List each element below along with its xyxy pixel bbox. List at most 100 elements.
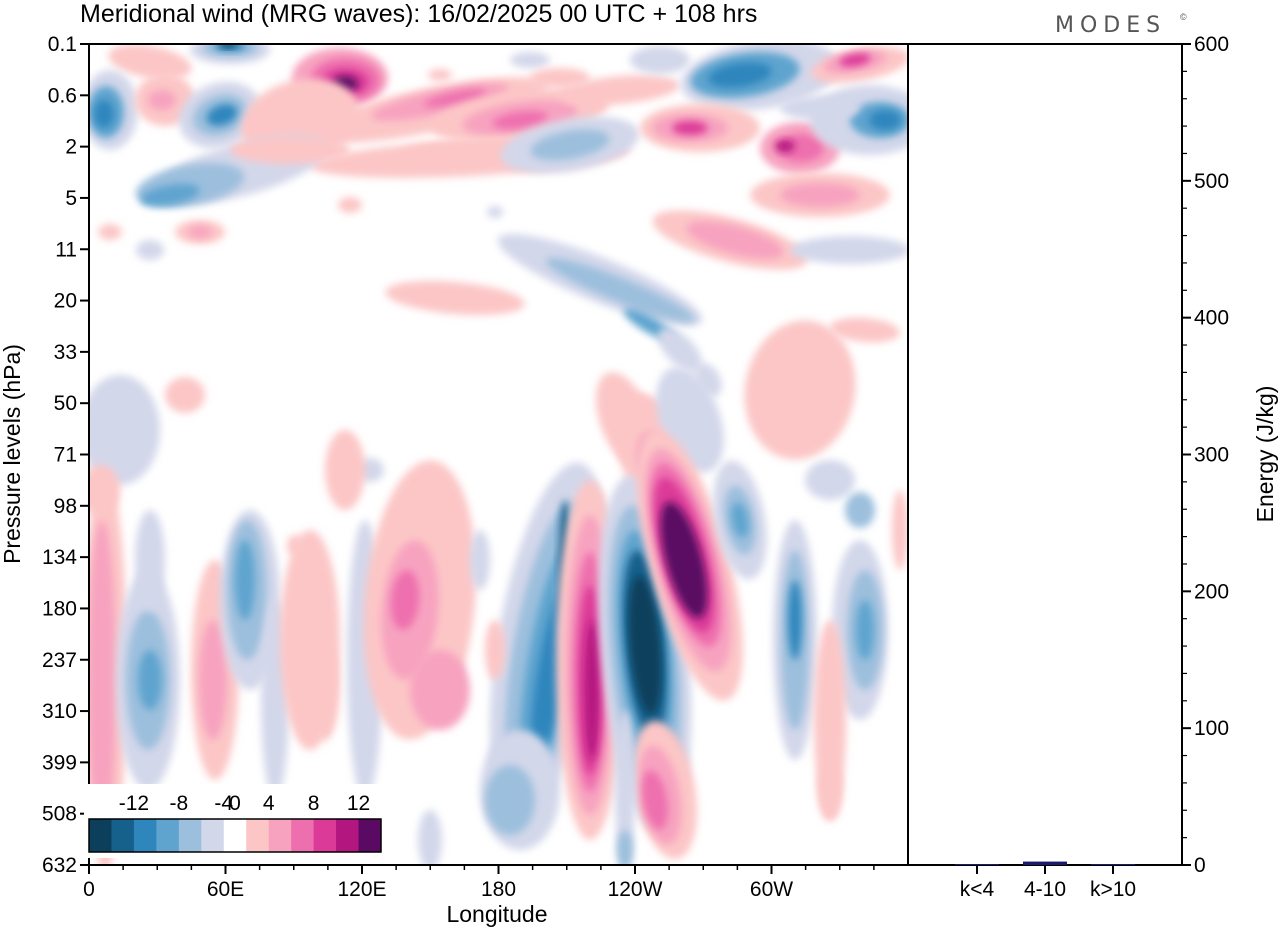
contour-region [805, 460, 855, 500]
contour-region [744, 320, 856, 460]
contour-region [708, 62, 772, 88]
colorbar-label: 4 [263, 792, 275, 815]
energy-tick-label: 400 [1194, 307, 1229, 330]
energy-tick-label: 200 [1194, 580, 1229, 603]
colorbar-swatch [336, 819, 360, 852]
contour-region [423, 89, 487, 107]
y-tick-label: 632 [42, 854, 77, 877]
colorbar-swatch [201, 819, 225, 852]
energy-categories: k<4 4-10 k>10 [960, 865, 1136, 901]
energy-bar [955, 864, 999, 865]
y-tick-label: 0.1 [48, 33, 77, 56]
contour-region [545, 258, 695, 322]
contour-region [585, 620, 599, 760]
colorbar-label: -8 [170, 792, 189, 815]
y-tick-label: 310 [42, 700, 77, 723]
contour-region [487, 206, 503, 218]
contour-region [845, 492, 875, 528]
energy-tick-label: 300 [1194, 444, 1229, 467]
contour-region [311, 640, 339, 740]
y-tick-label: 98 [54, 495, 77, 518]
contour-region [830, 317, 900, 343]
y-axis: 0.1 0.6 2 5 11 20 33 50 71 98 134 180 237 310 399 508 63… [42, 33, 89, 877]
modes-logo: MODES [1055, 13, 1166, 38]
colorbar-swatch [246, 819, 270, 852]
y-axis-label: Pressure levels (hPa) [0, 344, 25, 564]
contour-region [89, 520, 116, 840]
energy-tick-label: 100 [1194, 717, 1229, 740]
colorbar-swatch [156, 819, 180, 852]
y-tick-label: 50 [54, 392, 77, 415]
contour-region [485, 765, 535, 835]
energy-category-label: k<4 [960, 878, 995, 901]
colorbar-frame [88, 818, 382, 853]
contour-region [94, 100, 114, 128]
energy-axis-label: Energy (J/kg) [1252, 386, 1278, 523]
contour-region [492, 111, 548, 129]
y-tick-label: 71 [54, 444, 77, 467]
colorbar: -12 -8 -40 4 8 12 [84, 784, 386, 858]
contour-region [385, 280, 525, 316]
contour-region [428, 69, 452, 81]
colorbar-swatch [111, 819, 135, 852]
contour-region [617, 830, 633, 865]
x-tick-label: 60W [750, 878, 793, 901]
y-tick-label: 11 [55, 238, 77, 261]
contour-region [165, 377, 205, 413]
contour-region [140, 183, 200, 207]
colorbar-swatch [313, 819, 337, 852]
contour-region [135, 510, 165, 610]
colorbar-swatch [358, 819, 382, 852]
contour-region [485, 620, 505, 680]
colorbar-swatch [133, 819, 157, 852]
contour-region [148, 90, 176, 110]
contour-region [390, 570, 420, 630]
energy-panel: 0 100 200 300 400 500 600 k<4 4-10 k>10 [907, 33, 1229, 901]
energy-bar [1023, 861, 1067, 865]
energy-bars [955, 861, 1135, 865]
contour-region [856, 600, 874, 660]
contour-region [418, 810, 442, 865]
colorbar-swatch [291, 819, 315, 852]
colorbar-label: 8 [308, 792, 320, 815]
energy-category-label: k>10 [1090, 878, 1136, 901]
y-tick-label: 237 [42, 649, 77, 672]
contour-region [530, 68, 590, 88]
contour-region [470, 530, 490, 590]
contour-region [138, 650, 162, 710]
chart-title: Meridional wind (MRG waves): 16/02/2025 … [80, 0, 757, 28]
x-tick-label: 120W [608, 878, 663, 901]
contour-region [642, 770, 668, 830]
colorbar-label: 0 [229, 792, 241, 815]
contour-region [892, 490, 908, 570]
contour-region [199, 620, 227, 740]
x-tick-label: 60E [207, 878, 244, 901]
y-tick-label: 2 [65, 136, 77, 159]
contour-panel [89, 44, 908, 865]
contour-region [188, 226, 212, 238]
energy-tick-label: 600 [1194, 33, 1229, 56]
y-tick-label: 0.6 [48, 84, 77, 107]
contour-shading [89, 44, 908, 865]
x-tick-label: 0 [83, 878, 95, 901]
contour-region [287, 535, 303, 555]
contour-region [560, 75, 680, 105]
energy-category-label: 4-10 [1024, 878, 1066, 901]
contour-region [510, 52, 550, 68]
contour-region [108, 44, 192, 80]
contour-region [869, 110, 901, 130]
y-tick-label: 399 [42, 751, 77, 774]
energy-axis: 0 100 200 300 400 500 600 [1182, 33, 1229, 877]
contour-region [338, 197, 362, 213]
y-tick-label: 180 [42, 597, 77, 620]
energy-tick-label: 0 [1194, 854, 1206, 877]
contour-region [410, 650, 470, 730]
contour-region [818, 760, 842, 820]
contour-region [530, 129, 610, 161]
energy-frame [907, 43, 1183, 866]
contour-region [136, 240, 164, 260]
contour-region [230, 136, 350, 164]
contour-region [780, 96, 860, 120]
contour-region [839, 53, 871, 67]
